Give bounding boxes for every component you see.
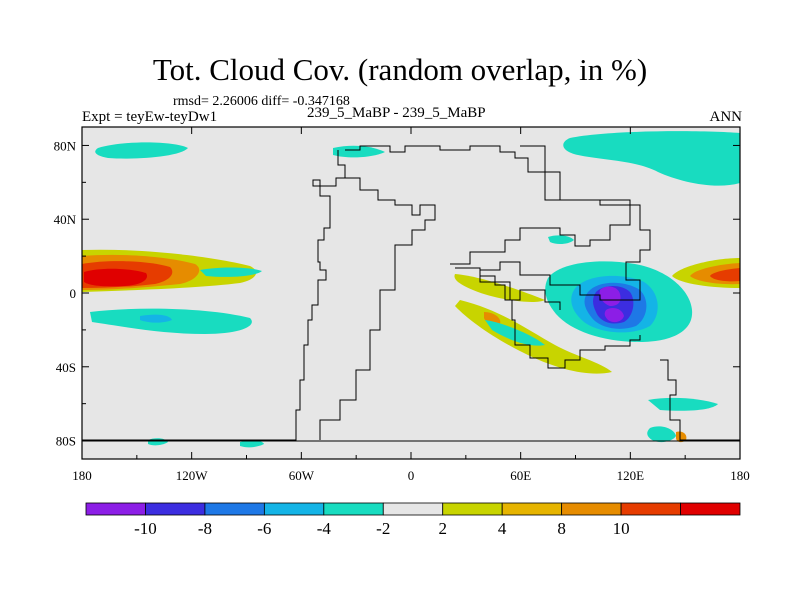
- anomaly-southern-cyan-1: [648, 397, 718, 411]
- x-tick-label: 180: [730, 468, 750, 483]
- anomaly-indian-cyan-north: [548, 235, 574, 245]
- y-tick-label: 80S: [56, 434, 76, 449]
- colorbar-swatch: [323, 502, 384, 516]
- season-label: ANN: [709, 109, 743, 125]
- coast-australia: [660, 359, 740, 441]
- experiment-label: Expt = teyEw-teyDw1: [82, 109, 218, 125]
- colorbar-swatch: [620, 502, 681, 516]
- y-tick-label: 0: [70, 286, 77, 301]
- colorbar-label: -8: [198, 519, 212, 538]
- anomaly-indian-purple: [599, 286, 621, 306]
- anomaly-south-pacific-blue: [140, 314, 172, 323]
- colorbar-label: 10: [613, 519, 630, 538]
- y-tick-label: 40N: [54, 212, 77, 227]
- anomaly-southern-cyan-2: [647, 426, 676, 443]
- colorbar-swatch: [561, 502, 622, 516]
- anomaly-arctic-mid: [333, 145, 385, 158]
- anomaly-pacific-cyan-strip: [200, 267, 262, 277]
- anomaly-pacific-red: [84, 268, 148, 287]
- colorbar-label: -10: [134, 519, 157, 538]
- colorbar-swatch: [263, 502, 325, 516]
- colorbar-swatch: [145, 502, 206, 516]
- x-tick-label: 60E: [510, 468, 531, 483]
- x-tick-label: 120E: [617, 468, 645, 483]
- coast-americas-east: [345, 145, 631, 265]
- colorbar-swatch: [204, 502, 265, 516]
- stats-text: rmsd= 2.26006 diff= -0.347168: [173, 94, 350, 109]
- coast-africa: [455, 267, 641, 369]
- colorbar-label: -4: [317, 519, 332, 538]
- chart-title: Tot. Cloud Cov. (random overlap, in %): [152, 52, 648, 87]
- anomaly-southern-cyan-4: [240, 440, 264, 448]
- colorbar-label: 8: [557, 519, 566, 538]
- anomaly-arctic-west: [95, 142, 188, 159]
- colorbar-swatch: [85, 502, 146, 516]
- chart-subtitle: 239_5_MaBP - 239_5_MaBP: [307, 105, 486, 121]
- x-tick-label: 60W: [289, 468, 315, 483]
- anomaly-arctic-band: [563, 131, 740, 186]
- coast-americas-south: [319, 177, 436, 440]
- colorbar-swatch: [442, 502, 503, 516]
- anomaly-dateline-red: [710, 268, 740, 282]
- anomaly-indian-purple-2: [604, 308, 624, 323]
- x-tick-label: 180: [72, 468, 92, 483]
- anomaly-africa-warm-north: [454, 274, 545, 303]
- colorbar-label: 4: [498, 519, 507, 538]
- colorbar-swatch: [501, 502, 563, 516]
- colorbar-label: -6: [257, 519, 271, 538]
- colorbar-swatch: [382, 502, 444, 516]
- anomaly-south-pacific-cyan: [90, 308, 252, 334]
- x-tick-label: 0: [408, 468, 415, 483]
- y-tick-label: 40S: [56, 360, 76, 375]
- coast-americas: [82, 150, 346, 441]
- y-tick-label: 80N: [54, 138, 77, 153]
- colorbar-label: -2: [376, 519, 390, 538]
- colorbar-label: 2: [438, 519, 447, 538]
- colorbar-swatch: [680, 502, 741, 516]
- x-tick-label: 120W: [176, 468, 209, 483]
